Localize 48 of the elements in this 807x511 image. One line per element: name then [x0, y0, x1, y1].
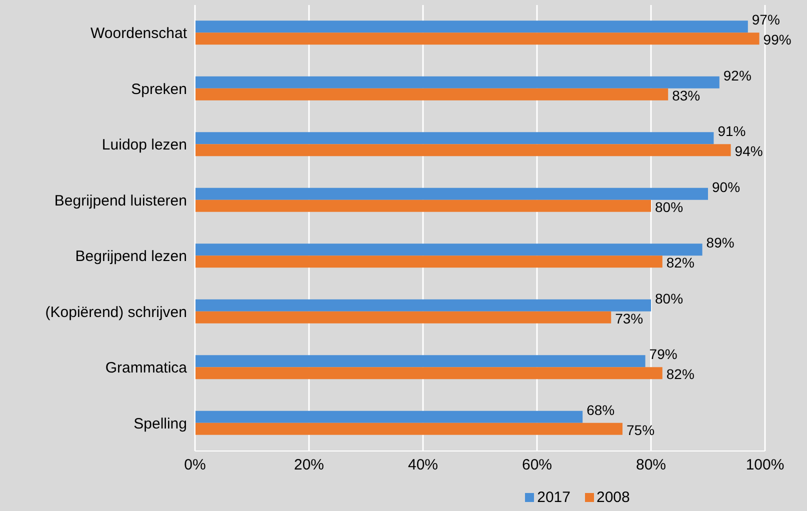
data-label: 94%: [734, 143, 763, 160]
y-tick-label: Begrijpend lezen: [75, 248, 187, 266]
bar: [195, 76, 720, 88]
y-tick-label: Luidop lezen: [102, 136, 187, 154]
bar: [195, 188, 708, 200]
data-label: 80%: [655, 290, 684, 306]
x-tick-label: 60%: [522, 456, 552, 474]
y-tick-label: Grammatica: [105, 360, 188, 377]
bar: [195, 132, 714, 144]
bar: [195, 311, 612, 324]
bar: [195, 88, 668, 100]
x-tick-label: 20%: [294, 456, 324, 474]
y-tick-label: Begrijpend luisteren: [54, 192, 187, 210]
data-label: 91%: [718, 123, 746, 140]
bar: [195, 410, 583, 423]
data-label: 68%: [586, 402, 615, 418]
x-tick-label: 100%: [746, 456, 784, 474]
bar: [195, 367, 662, 380]
legend-label: 2008: [596, 489, 630, 506]
bar: [195, 299, 651, 312]
bar: [195, 355, 646, 368]
data-label: 82%: [666, 254, 694, 271]
bar: [195, 244, 702, 256]
bar: [195, 256, 662, 268]
legend-label: 2017: [537, 489, 570, 506]
y-tick-label: (Kopiërend) schrijven: [45, 304, 187, 321]
x-tick-label: 40%: [408, 456, 438, 474]
bar: [195, 200, 651, 212]
bar: [195, 20, 748, 33]
data-label: 83%: [672, 87, 700, 104]
y-tick-label: Spreken: [131, 80, 187, 98]
data-label: 90%: [712, 178, 740, 195]
data-label: 82%: [666, 366, 694, 382]
bar: [195, 422, 622, 435]
x-tick-label: 80%: [636, 456, 666, 474]
data-label: 73%: [615, 310, 644, 326]
data-label: 92%: [723, 67, 752, 84]
data-label: 79%: [649, 346, 678, 362]
data-label: 89%: [706, 234, 734, 251]
data-label: 75%: [626, 422, 655, 438]
bar: [195, 32, 760, 45]
data-label: 80%: [655, 198, 684, 215]
y-tick-label: Woordenschat: [90, 25, 188, 42]
bar: [195, 144, 731, 156]
data-label: 99%: [763, 32, 792, 48]
y-tick-label: Spelling: [134, 415, 187, 432]
x-tick-label: 0%: [184, 456, 206, 474]
data-label: 97%: [752, 12, 780, 28]
